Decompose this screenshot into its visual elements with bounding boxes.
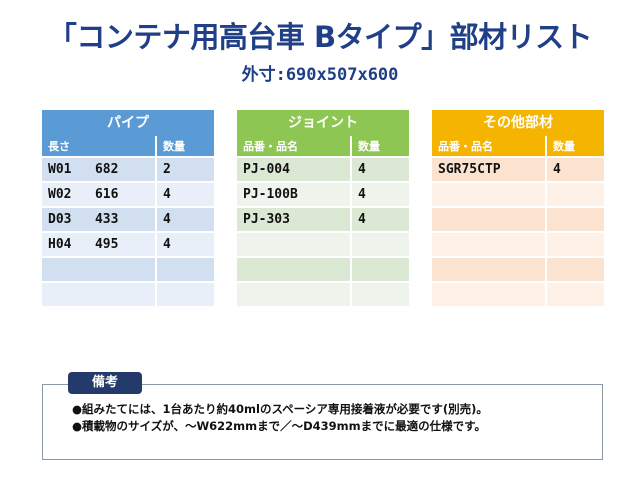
note-line: ●組みたてには、1台あたり約40mlのスペーシア専用接着液が必要です(別売)。 xyxy=(72,402,488,416)
panel-other-parts: その他部材 品番・品名 数量 SGR75CTP 4 xyxy=(432,110,604,308)
table-cell: H04 495 xyxy=(42,232,157,258)
table-cell: SGR75CTP xyxy=(432,157,547,183)
table-cell: 2 xyxy=(156,157,214,183)
notes-box xyxy=(42,384,603,460)
joint-table: 品番・品名 数量 PJ-004 4 PJ-100B 4 PJ-303 4 xyxy=(237,136,409,308)
column-header-length: 長さ xyxy=(42,136,157,158)
table-row: H04 495 4 xyxy=(42,232,214,258)
table-cell: 4 xyxy=(351,207,409,233)
table-row xyxy=(237,282,409,308)
table-cell xyxy=(432,207,547,233)
table-cell: 4 xyxy=(156,182,214,208)
table-header-row: 品番・品名 数量 xyxy=(237,136,409,158)
table-cell xyxy=(432,257,547,283)
table-cell xyxy=(546,232,604,258)
table-row xyxy=(237,257,409,283)
panel-joint: ジョイント 品番・品名 数量 PJ-004 4 PJ-100B 4 PJ-303 4 xyxy=(237,110,409,308)
table-cell xyxy=(237,257,352,283)
notes-label: 備考 xyxy=(68,372,142,394)
table-row: W01 682 2 xyxy=(42,157,214,183)
pipe-table: 長さ 数量 W01 682 2 W02 616 4 D03 433 4 H04 495… xyxy=(42,136,214,308)
table-cell: D03 433 xyxy=(42,207,157,233)
table-cell xyxy=(237,282,352,308)
table-row xyxy=(432,232,604,258)
page-title: 「コンテナ用高台車 Bタイプ」部材リスト xyxy=(47,20,593,54)
table-row: PJ-100B 4 xyxy=(237,182,409,208)
table-header-row: 品番・品名 数量 xyxy=(432,136,604,158)
table-row xyxy=(432,182,604,208)
outer-dimensions: 外寸:690x507x600 xyxy=(241,65,399,85)
column-header-part-name: 品番・品名 xyxy=(237,136,352,158)
panel-header: パイプ xyxy=(42,110,214,136)
table-cell xyxy=(546,207,604,233)
table-row xyxy=(42,257,214,283)
panel-header: ジョイント xyxy=(237,110,409,136)
table-row: D03 433 4 xyxy=(42,207,214,233)
table-cell xyxy=(546,282,604,308)
table-cell xyxy=(351,282,409,308)
other-parts-table: 品番・品名 数量 SGR75CTP 4 xyxy=(432,136,604,308)
table-cell xyxy=(42,282,157,308)
table-cell: 4 xyxy=(156,207,214,233)
column-header-quantity: 数量 xyxy=(546,136,604,158)
table-cell xyxy=(156,282,214,308)
table-cell: PJ-303 xyxy=(237,207,352,233)
table-cell xyxy=(156,257,214,283)
table-row: PJ-004 4 xyxy=(237,157,409,183)
table-cell xyxy=(546,257,604,283)
table-cell: 4 xyxy=(546,157,604,183)
table-row: PJ-303 4 xyxy=(237,207,409,233)
table-cell xyxy=(432,182,547,208)
table-cell: W02 616 xyxy=(42,182,157,208)
table-cell: PJ-004 xyxy=(237,157,352,183)
note-line: ●積載物のサイズが、～W622mmまで／～D439mmまでに最適の仕様です。 xyxy=(72,419,486,433)
table-row xyxy=(237,232,409,258)
panel-pipe: パイプ 長さ 数量 W01 682 2 W02 616 4 D03 433 4 H04… xyxy=(42,110,214,308)
table-cell: 4 xyxy=(156,232,214,258)
table-cell xyxy=(351,232,409,258)
table-row xyxy=(42,282,214,308)
table-cell: 4 xyxy=(351,157,409,183)
table-cell xyxy=(42,257,157,283)
table-row xyxy=(432,207,604,233)
column-header-quantity: 数量 xyxy=(156,136,214,158)
table-cell xyxy=(432,232,547,258)
table-cell: W01 682 xyxy=(42,157,157,183)
table-cell: PJ-100B xyxy=(237,182,352,208)
table-row: W02 616 4 xyxy=(42,182,214,208)
table-header-row: 長さ 数量 xyxy=(42,136,214,158)
table-cell xyxy=(546,182,604,208)
table-row xyxy=(432,282,604,308)
table-cell xyxy=(351,257,409,283)
table-row: SGR75CTP 4 xyxy=(432,157,604,183)
table-row xyxy=(432,257,604,283)
table-cell xyxy=(237,232,352,258)
column-header-part-name: 品番・品名 xyxy=(432,136,547,158)
table-cell: 4 xyxy=(351,182,409,208)
column-header-quantity: 数量 xyxy=(351,136,409,158)
panel-header: その他部材 xyxy=(432,110,604,136)
table-cell xyxy=(432,282,547,308)
